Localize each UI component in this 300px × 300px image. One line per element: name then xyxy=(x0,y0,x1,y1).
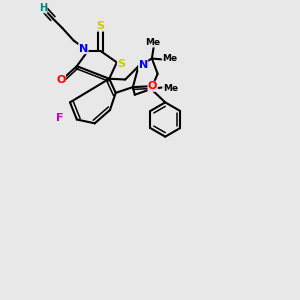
Text: H: H xyxy=(39,3,47,13)
Text: S: S xyxy=(97,21,104,31)
Text: N: N xyxy=(139,60,148,70)
Text: N: N xyxy=(79,44,88,54)
Text: S: S xyxy=(117,58,125,68)
Text: Me: Me xyxy=(163,84,178,93)
Text: Me: Me xyxy=(145,38,160,47)
Text: F: F xyxy=(56,112,63,123)
Text: Me: Me xyxy=(162,54,177,63)
Text: O: O xyxy=(148,81,158,92)
Text: O: O xyxy=(56,75,65,85)
